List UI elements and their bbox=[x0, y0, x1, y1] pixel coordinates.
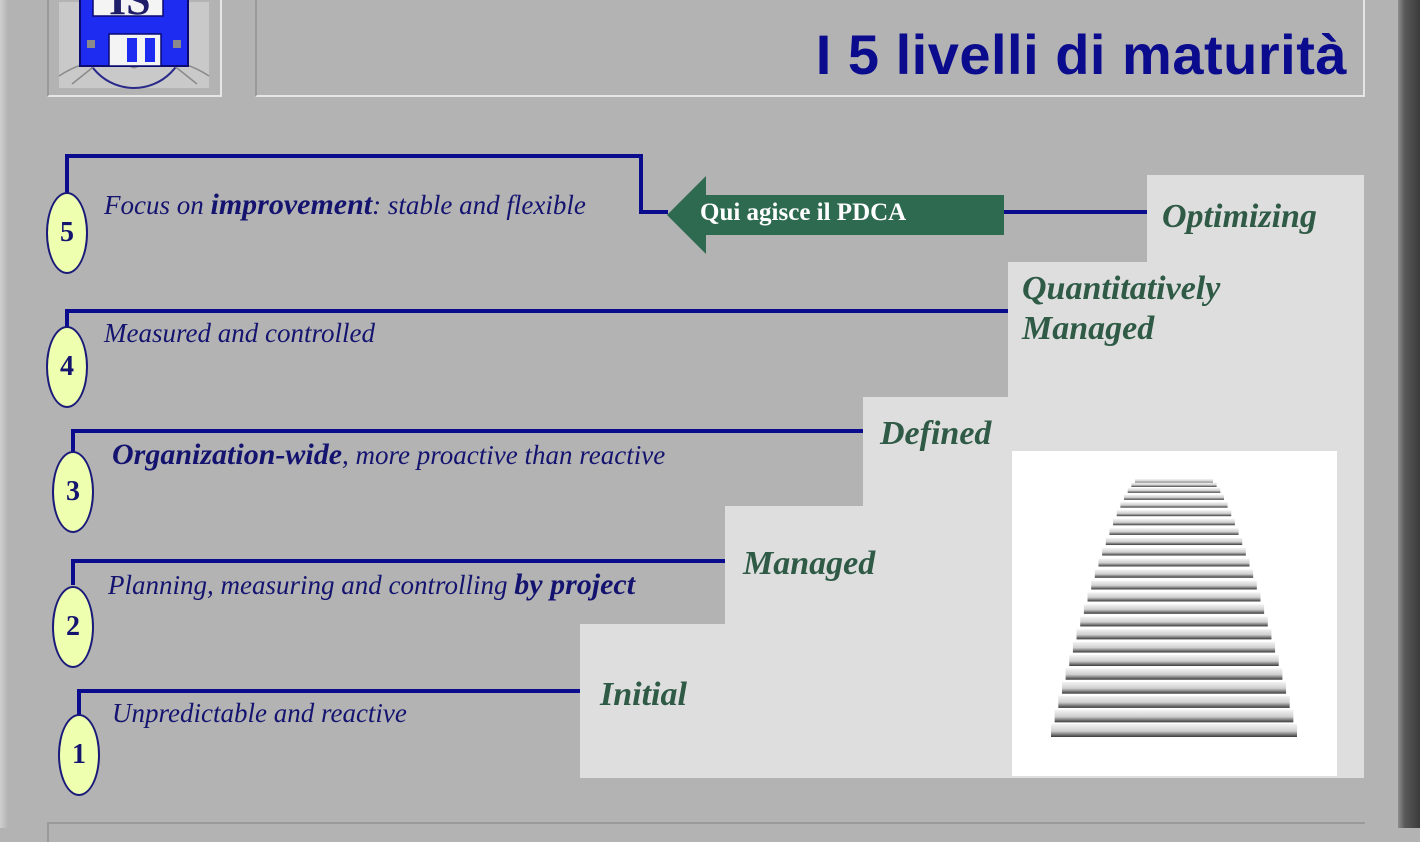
level-5-text-bold: improvement bbox=[210, 188, 373, 221]
level-3-number: 3 bbox=[66, 476, 80, 507]
logo-text: IS bbox=[109, 0, 151, 25]
level-5-text: Focus on improvement: stable and flexibl… bbox=[104, 188, 586, 222]
level-3-text-bold: Organization-wide bbox=[112, 438, 343, 471]
stair-tread bbox=[1083, 604, 1265, 614]
connector-level-2 bbox=[71, 559, 725, 585]
stairs-image-icon bbox=[1051, 479, 1297, 737]
stair-tread bbox=[1072, 641, 1276, 653]
step-label-optimizing: Optimizing bbox=[1162, 198, 1317, 235]
stair-tread bbox=[1069, 654, 1279, 667]
stair-tread bbox=[1087, 592, 1261, 602]
level-1-number: 1 bbox=[72, 739, 86, 770]
title-box: I 5 livelli di maturità bbox=[255, 0, 1365, 97]
page-title: I 5 livelli di maturità bbox=[815, 23, 1347, 86]
stair-tread bbox=[1113, 518, 1235, 526]
stair-tread bbox=[1127, 488, 1221, 493]
stair-tread bbox=[1098, 558, 1250, 567]
logo-box: IS bbox=[47, 0, 222, 97]
level-5-badge: 5 bbox=[46, 192, 88, 274]
stair-tread bbox=[1076, 629, 1272, 640]
level-2-text: Planning, measuring and controlling by p… bbox=[108, 568, 635, 602]
stair-tread bbox=[1058, 695, 1290, 708]
stair-tread bbox=[1102, 548, 1246, 556]
level-1-badge: 1 bbox=[58, 714, 100, 796]
step-label-managed-2: Managed bbox=[1022, 310, 1155, 347]
level-2-text-before: Planning, measuring and controlling bbox=[108, 570, 515, 600]
slide-right-edge bbox=[1398, 0, 1420, 828]
slide-left-edge bbox=[0, 0, 8, 828]
level-4-badge: 4 bbox=[46, 326, 88, 408]
connector-level-5 bbox=[65, 154, 668, 214]
level-3-text-after: , more proactive than reactive bbox=[342, 440, 666, 470]
stair-tread bbox=[1054, 709, 1294, 723]
step-label-quantitatively: Quantitatively bbox=[1022, 270, 1221, 307]
stair-tread bbox=[1105, 537, 1243, 546]
stairs-image bbox=[1012, 451, 1337, 776]
step-label-initial: Initial bbox=[600, 676, 687, 713]
stair-tread bbox=[1124, 494, 1224, 500]
level-3-text: Organization-wide, more proactive than r… bbox=[112, 438, 665, 472]
level-5-text-after: : stable and flexible bbox=[372, 190, 586, 220]
stair-tread bbox=[1080, 616, 1268, 627]
pdca-arrow bbox=[667, 176, 1004, 254]
connector-level-1 bbox=[77, 689, 580, 715]
stair-tread bbox=[1061, 681, 1287, 694]
level-2-number: 2 bbox=[66, 611, 80, 642]
connector-level-3 bbox=[71, 429, 863, 453]
level-2-text-bold: by project bbox=[514, 568, 636, 601]
level-2-badge: 2 bbox=[52, 586, 94, 668]
floppy-disk-vitruvian-logo-icon bbox=[58, 0, 210, 89]
pdca-label: Qui agisce il PDCA bbox=[700, 199, 907, 226]
stair-tread bbox=[1065, 668, 1283, 680]
stair-tread bbox=[1109, 528, 1239, 535]
level-4-number: 4 bbox=[60, 351, 74, 382]
stair-tread bbox=[1051, 724, 1297, 737]
stair-tread bbox=[1116, 510, 1232, 517]
connector-level-4 bbox=[65, 309, 1008, 330]
stair-tread bbox=[1091, 580, 1257, 590]
level-5-number: 5 bbox=[60, 217, 74, 248]
stair-tread bbox=[1135, 479, 1213, 483]
stair-tread bbox=[1094, 569, 1254, 578]
step-label-managed: Managed bbox=[743, 545, 876, 582]
level-5-text-before: Focus on bbox=[104, 190, 211, 220]
stair-tread bbox=[1131, 482, 1217, 487]
step-label-defined: Defined bbox=[880, 415, 992, 452]
level-4-text: Measured and controlled bbox=[104, 318, 375, 348]
level-1-text: Unpredictable and reactive bbox=[112, 698, 407, 728]
level-3-badge: 3 bbox=[52, 451, 94, 533]
stair-tread bbox=[1120, 502, 1228, 508]
